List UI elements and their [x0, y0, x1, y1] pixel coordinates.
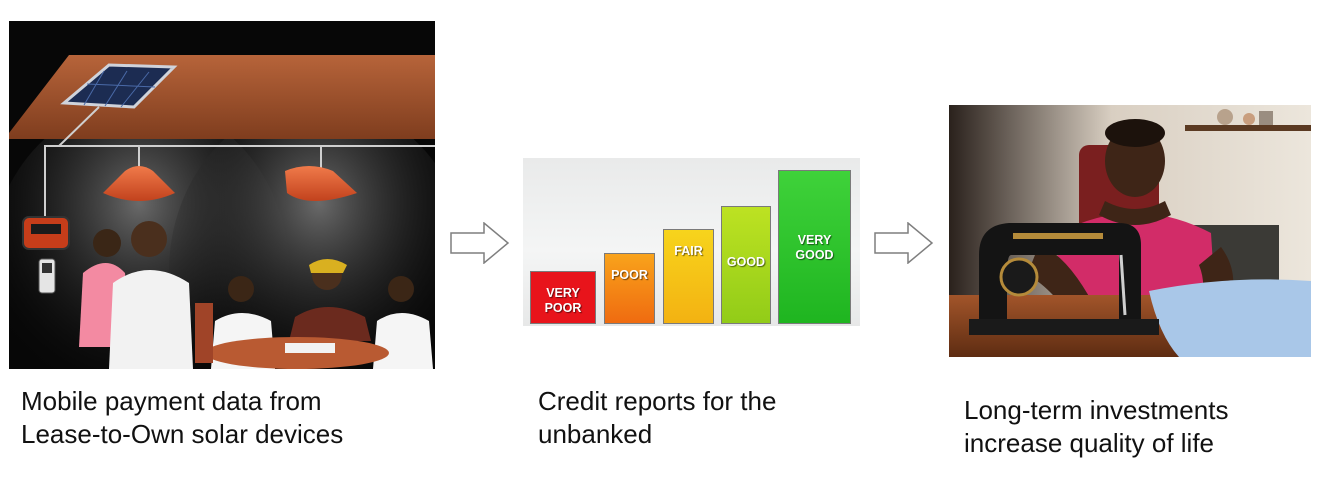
right-arrow-icon: [450, 222, 510, 264]
sewing-machine-icon: [969, 223, 1159, 335]
caption-line: Credit reports for the: [538, 386, 777, 416]
credit-bar-label: FAIR: [674, 244, 703, 258]
caption-line: Lease-to-Own solar devices: [21, 419, 344, 449]
lamp-icon: [103, 166, 357, 201]
step-1-caption: Mobile payment data from Lease-to-Own so…: [21, 385, 343, 451]
credit-bar-poor: POOR: [604, 253, 655, 324]
credit-bar-label: POOR: [544, 301, 582, 315]
right-arrow-icon: [874, 222, 934, 264]
caption-line: Long-term investments: [964, 395, 1229, 425]
credit-bar-label: GOOD: [726, 255, 766, 269]
credit-bar-very-good: VERY GOOD: [778, 170, 851, 324]
step-2-caption: Credit reports for the unbanked: [538, 385, 776, 451]
credit-bar-label: GOOD: [795, 248, 834, 262]
caption-line: unbanked: [538, 419, 653, 449]
sewing-machine-photo: [949, 105, 1311, 357]
credit-score-chart: VERY POOR POOR FAIR GOOD VERY GOOD: [523, 158, 860, 326]
step-3-caption: Long-term investments increase quality o…: [964, 394, 1228, 460]
caption-line: Mobile payment data from: [21, 386, 322, 416]
caption-line: increase quality of life: [964, 428, 1215, 458]
solar-home-illustration: [9, 21, 435, 369]
credit-bar-good: GOOD: [721, 206, 771, 324]
credit-bar-label: VERY: [797, 233, 832, 247]
credit-bar-label: POOR: [611, 268, 648, 282]
credit-bar-very-poor: VERY POOR: [530, 271, 596, 324]
credit-bar-fair: FAIR: [663, 229, 714, 324]
credit-bar-label: VERY: [546, 286, 580, 300]
solar-panel-icon: [60, 63, 178, 109]
